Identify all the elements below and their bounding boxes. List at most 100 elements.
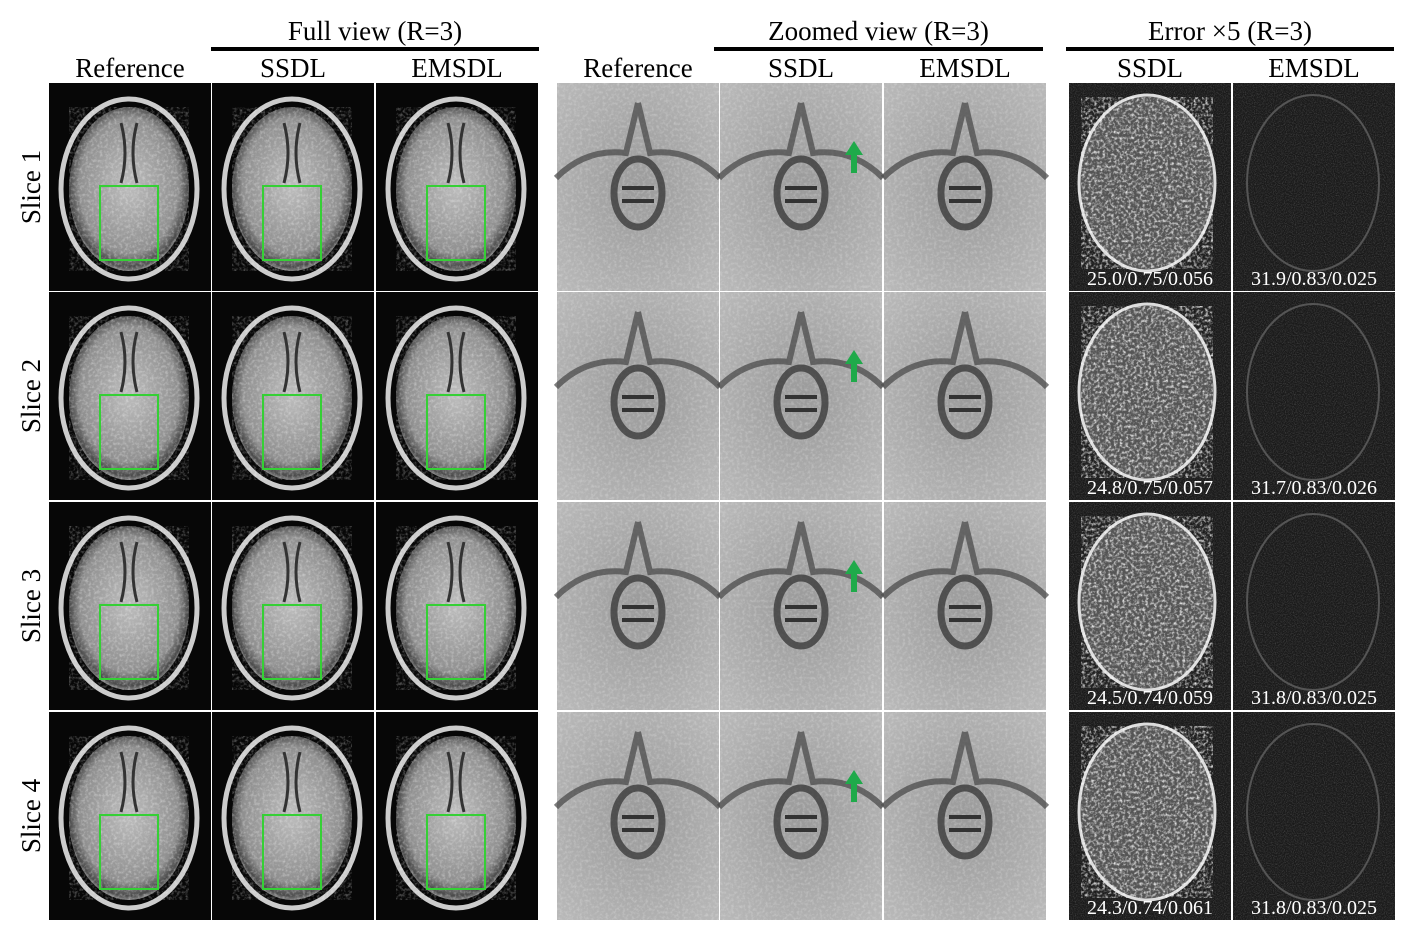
structure bbox=[785, 815, 817, 832]
full-view-image bbox=[49, 83, 211, 291]
full-view-image bbox=[376, 83, 538, 291]
structure bbox=[553, 521, 723, 600]
panel-title: Error ×5 (R=3) bbox=[1148, 16, 1312, 46]
texture bbox=[69, 107, 189, 271]
error-region bbox=[1246, 723, 1380, 901]
full-view-image bbox=[212, 83, 374, 291]
noise bbox=[1233, 712, 1395, 920]
ventricle bbox=[282, 122, 302, 184]
structure bbox=[949, 395, 981, 412]
structure bbox=[937, 364, 993, 440]
structure bbox=[949, 815, 981, 832]
head-outline bbox=[221, 96, 363, 282]
error-image bbox=[1233, 83, 1395, 291]
ventricle bbox=[446, 122, 466, 184]
zoomed-image bbox=[716, 712, 886, 920]
error-image bbox=[1233, 712, 1395, 920]
error-image bbox=[1069, 292, 1231, 500]
full-view-image bbox=[49, 292, 211, 500]
ventricle bbox=[282, 751, 302, 813]
zoom-box bbox=[262, 814, 322, 890]
texture bbox=[69, 526, 189, 690]
error-region bbox=[1246, 94, 1380, 272]
head-outline bbox=[58, 725, 200, 911]
ventricle bbox=[119, 331, 139, 393]
structure bbox=[880, 102, 1050, 181]
column-label: EMSDL bbox=[411, 53, 503, 83]
structure bbox=[785, 395, 817, 412]
zoom-box bbox=[99, 394, 159, 470]
ventricle bbox=[282, 541, 302, 603]
metric-label: 24.8/0.75/0.057 bbox=[1087, 477, 1213, 499]
metric-label: 31.8/0.83/0.025 bbox=[1251, 897, 1377, 919]
structure bbox=[553, 731, 723, 810]
arrow bbox=[845, 770, 863, 802]
ventricle bbox=[446, 541, 466, 603]
zoomed-image bbox=[553, 502, 723, 710]
zoomed-image bbox=[716, 292, 886, 500]
full-view-image bbox=[49, 502, 211, 710]
texture bbox=[396, 316, 516, 480]
structure bbox=[610, 574, 666, 650]
head-outline bbox=[385, 725, 527, 911]
texture bbox=[232, 316, 352, 480]
head-outline bbox=[385, 96, 527, 282]
full-view-image bbox=[376, 502, 538, 710]
structure bbox=[773, 364, 829, 440]
arrow bbox=[845, 560, 863, 592]
metric-label: 24.5/0.74/0.059 bbox=[1087, 687, 1213, 709]
arrow bbox=[845, 350, 863, 382]
full-view-image bbox=[212, 292, 374, 500]
full-view-image bbox=[376, 292, 538, 500]
column-label: Reference bbox=[583, 53, 692, 83]
full-view-image bbox=[49, 712, 211, 920]
zoom-box bbox=[262, 394, 322, 470]
structure bbox=[716, 731, 886, 810]
row-label: Slice 2 bbox=[16, 359, 46, 433]
structure bbox=[949, 186, 981, 203]
ventricle bbox=[282, 331, 302, 393]
texture bbox=[232, 526, 352, 690]
zoomed-image bbox=[880, 502, 1050, 710]
zoom-box bbox=[426, 185, 486, 261]
structure bbox=[716, 311, 886, 390]
head-outline bbox=[58, 305, 200, 491]
column-label: SSDL bbox=[768, 53, 834, 83]
error-image bbox=[1069, 712, 1231, 920]
structure bbox=[937, 784, 993, 860]
metric-label: 31.9/0.83/0.025 bbox=[1251, 268, 1377, 290]
noise bbox=[1233, 83, 1395, 291]
zoom-box bbox=[262, 185, 322, 261]
structure bbox=[937, 574, 993, 650]
panel-title: Zoomed view (R=3) bbox=[768, 16, 989, 46]
structure bbox=[716, 102, 886, 181]
full-view-image bbox=[212, 502, 374, 710]
head-outline bbox=[221, 515, 363, 701]
head-outline bbox=[385, 305, 527, 491]
zoom-box bbox=[99, 604, 159, 680]
zoomed-image bbox=[553, 712, 723, 920]
zoomed-image bbox=[880, 712, 1050, 920]
full-view-image bbox=[212, 712, 374, 920]
panel-title: Full view (R=3) bbox=[288, 16, 462, 46]
structure bbox=[773, 155, 829, 231]
structure bbox=[785, 605, 817, 622]
head-outline bbox=[221, 725, 363, 911]
zoomed-image bbox=[880, 83, 1050, 291]
zoomed-image bbox=[553, 83, 723, 291]
arrow bbox=[845, 141, 863, 173]
structure bbox=[937, 155, 993, 231]
texture bbox=[69, 736, 189, 900]
structure bbox=[622, 605, 654, 622]
zoom-box bbox=[99, 814, 159, 890]
error-texture bbox=[1081, 726, 1213, 898]
structure bbox=[880, 311, 1050, 390]
error-region bbox=[1246, 513, 1380, 691]
error-texture bbox=[1081, 97, 1213, 269]
structure bbox=[610, 155, 666, 231]
structure bbox=[622, 815, 654, 832]
column-label: Reference bbox=[75, 53, 184, 83]
texture bbox=[396, 107, 516, 271]
column-label: SSDL bbox=[1117, 53, 1183, 83]
